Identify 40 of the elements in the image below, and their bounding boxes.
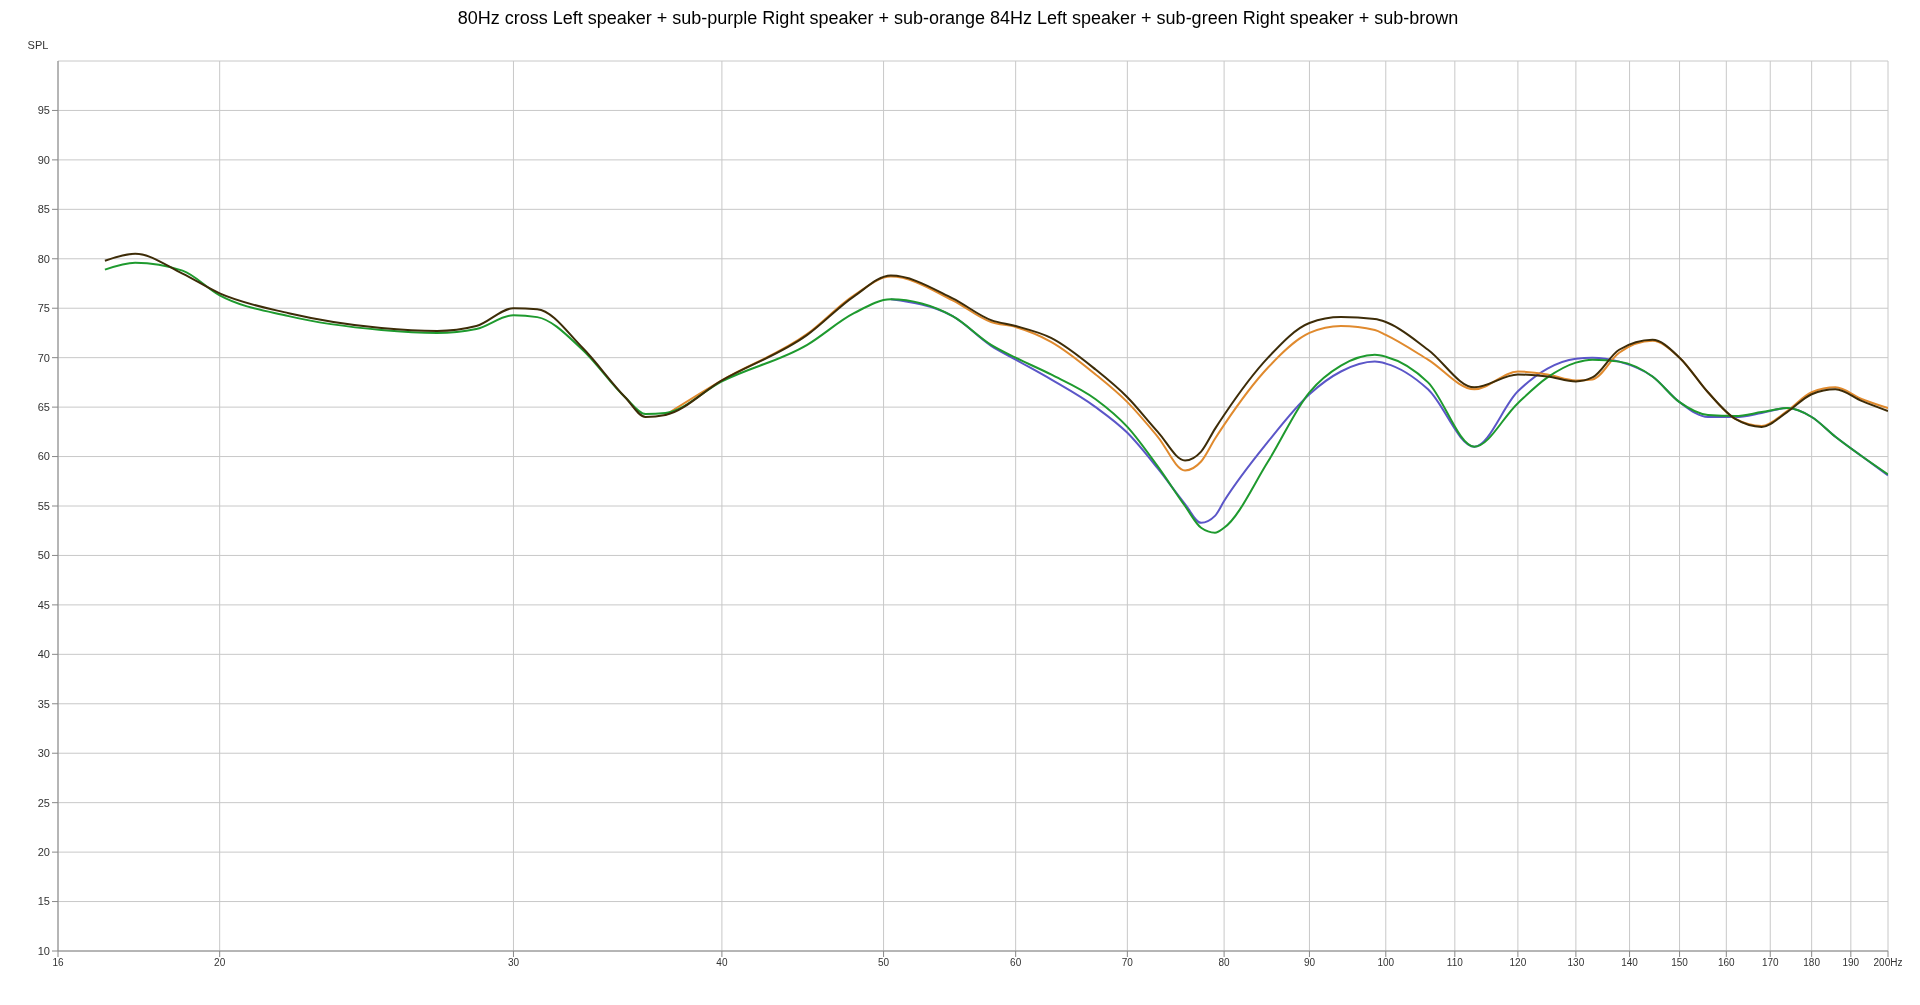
y-tick-label: 65 xyxy=(37,401,50,414)
y-tick-label: 85 xyxy=(37,203,50,216)
y-tick-label: 55 xyxy=(37,499,50,512)
x-tick-label: 130 xyxy=(1567,957,1585,969)
x-tick-label: 110 xyxy=(1446,957,1464,969)
x-tick-label: 150 xyxy=(1671,957,1689,969)
y-tick-label: 20 xyxy=(37,846,50,859)
y-tick-label: 25 xyxy=(37,796,50,809)
x-tick-label: 170 xyxy=(1761,957,1780,969)
x-tick-label: 200Hz xyxy=(1873,957,1903,969)
y-axis-title: SPL xyxy=(27,39,49,51)
chart-title: 80Hz cross Left speaker + sub-purple Right speaker + sub-orange 84Hz Left speaker + sub-green Right speaker + sub-brown xyxy=(456,8,1460,29)
y-tick-label: 95 xyxy=(37,104,50,117)
x-tick-label: 20 xyxy=(214,957,226,969)
y-tick-label: 35 xyxy=(37,697,50,710)
x-tick-label: 140 xyxy=(1621,957,1639,969)
y-tick-label: 45 xyxy=(37,598,50,611)
x-tick-label: 190 xyxy=(1842,957,1860,969)
x-tick-label: 80 xyxy=(1218,957,1231,969)
y-tick-label: 15 xyxy=(37,895,50,908)
y-tick-label: 75 xyxy=(37,302,50,315)
y-tick-label: 30 xyxy=(37,747,50,760)
y-tick-label: 70 xyxy=(37,351,50,364)
y-tick-label: 40 xyxy=(37,648,50,661)
x-tick-label: 70 xyxy=(1121,957,1134,969)
x-tick-label: 160 xyxy=(1717,957,1736,969)
y-tick-label: 90 xyxy=(37,153,50,166)
y-tick-label: 50 xyxy=(37,549,50,562)
x-tick-label: 50 xyxy=(878,957,890,969)
x-tick-label: 100 xyxy=(1377,957,1395,969)
x-tick-label: 180 xyxy=(1803,957,1821,969)
y-tick-label: 60 xyxy=(37,450,50,463)
x-tick-label: 120 xyxy=(1509,957,1527,969)
x-tick-label: 90 xyxy=(1303,957,1316,969)
x-tick-label: 40 xyxy=(716,957,728,969)
y-tick-label: 10 xyxy=(37,944,50,957)
x-tick-label: 60 xyxy=(1010,957,1022,969)
x-tick-label: 16 xyxy=(52,957,64,969)
y-tick-label: 80 xyxy=(37,252,50,265)
x-tick-label: 30 xyxy=(507,957,520,969)
